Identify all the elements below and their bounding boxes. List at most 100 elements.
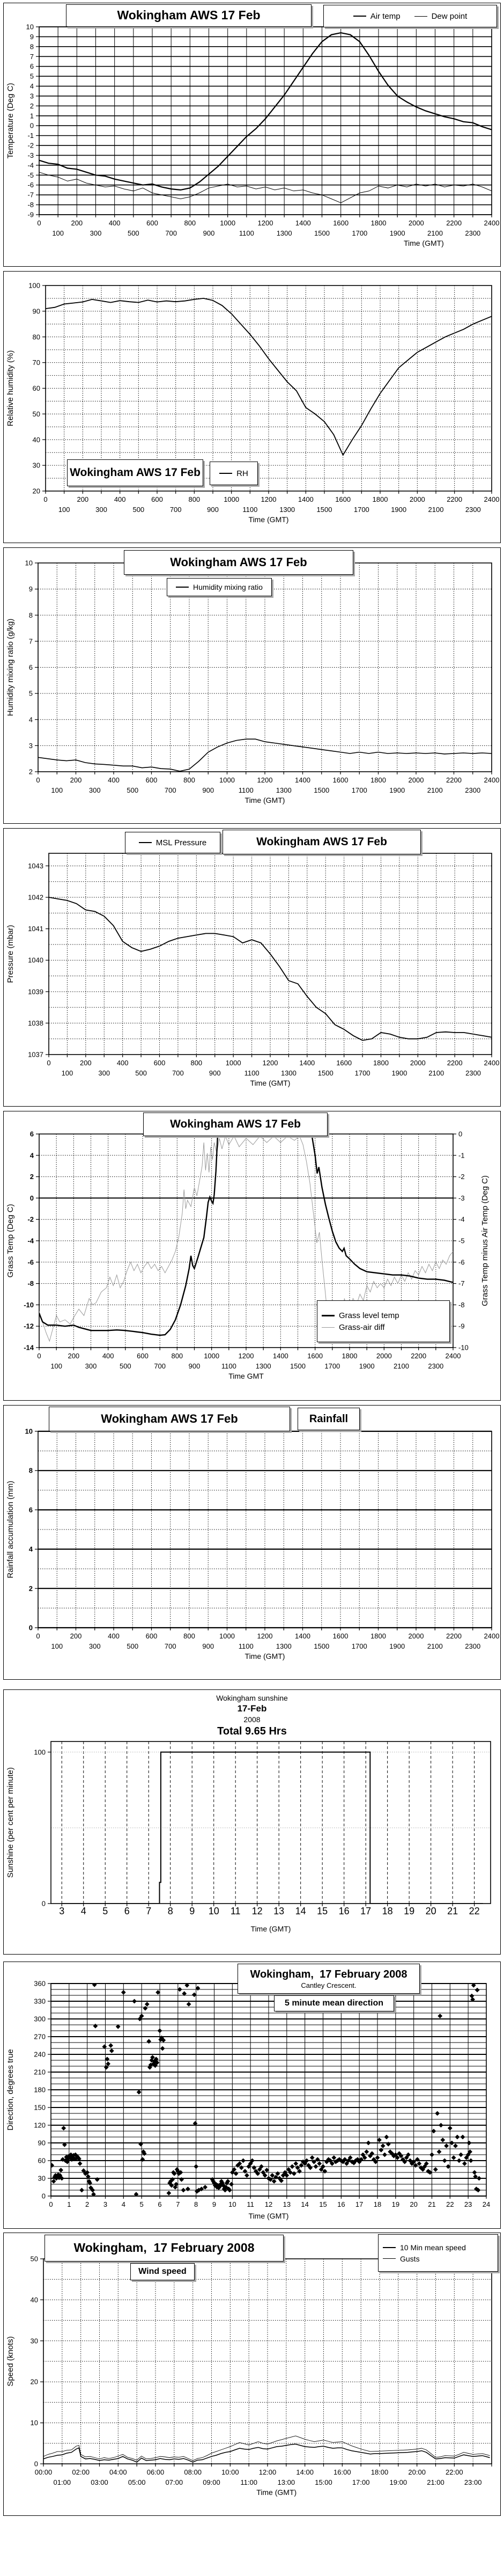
svg-text:1200: 1200 (258, 219, 273, 227)
svg-text:1100: 1100 (239, 1642, 254, 1650)
svg-text:2400: 2400 (484, 1059, 500, 1067)
svg-text:8: 8 (30, 42, 34, 50)
y-axis-title: Direction, degrees true (6, 2049, 15, 2131)
svg-text:13:00: 13:00 (278, 2478, 295, 2486)
svg-text:-6: -6 (27, 181, 34, 189)
svg-text:0: 0 (29, 1624, 33, 1632)
svg-text:10: 10 (31, 2419, 38, 2427)
svg-text:6: 6 (29, 1506, 33, 1514)
svg-text:1300: 1300 (256, 1362, 271, 1370)
plot-frame (50, 1741, 491, 1904)
svg-text:800: 800 (190, 1059, 202, 1067)
svg-text:0: 0 (458, 1130, 462, 1138)
svg-text:1000: 1000 (204, 1352, 219, 1360)
svg-text:20: 20 (33, 487, 40, 495)
title-text: Wokingham, 17 February 2008 (250, 1968, 407, 1980)
svg-text:2: 2 (85, 2200, 89, 2208)
y2-axis-title: Grass Temp minus Air Temp (Deg C) (480, 1175, 490, 1306)
svg-text:1000: 1000 (219, 1632, 235, 1640)
svg-text:00:00: 00:00 (35, 2468, 53, 2476)
svg-text:6: 6 (30, 1130, 34, 1138)
svg-text:50: 50 (33, 410, 40, 418)
y-axis-tick-labels: 0 2 4 6 8 10 (25, 1428, 38, 1632)
title-text: Wokingham AWS 17 Feb (117, 8, 261, 23)
svg-text:1200: 1200 (239, 1352, 254, 1360)
svg-text:1200: 1200 (261, 495, 277, 503)
svg-text:3: 3 (29, 742, 33, 750)
chart-panel-humidity-mixing-ratio: 2 3 4 5 6 7 8 9 10 0 100 200 300 400 500 600 700 800 900 10… (3, 547, 501, 824)
svg-text:1300: 1300 (276, 786, 292, 794)
svg-text:150: 150 (34, 2104, 46, 2112)
wind-speed-figure: 0 10 20 30 40 50 00:0001:0002:0003:0004:0005:0… (6, 2255, 492, 2497)
svg-text:2200: 2200 (446, 1632, 462, 1640)
title-text: 5 minute mean direction (284, 1998, 384, 2008)
series-group (49, 897, 492, 1041)
svg-text:2400: 2400 (484, 219, 500, 227)
svg-text:-8: -8 (27, 201, 34, 209)
svg-text:1900: 1900 (391, 1069, 407, 1077)
svg-text:1900: 1900 (390, 229, 405, 237)
y-axis-title: Temperature (Deg C) (6, 83, 15, 159)
svg-text:-6: -6 (458, 1258, 465, 1266)
y-axis-title: Grass Temp (Deg C) (6, 1204, 15, 1277)
svg-text:02:00: 02:00 (72, 2468, 90, 2476)
svg-text:500: 500 (135, 1069, 147, 1077)
svg-text:-1: -1 (458, 1151, 465, 1159)
svg-text:1200: 1200 (257, 1632, 273, 1640)
x-axis-tick-labels: 0 1 2 3 4 5 6 7 8 9 10 11 12 13 14 15 16 17 18 19 20 21 22 23 24 (49, 2196, 490, 2208)
svg-text:2: 2 (29, 1584, 33, 1592)
svg-text:07:00: 07:00 (166, 2478, 183, 2486)
svg-text:900: 900 (209, 1069, 221, 1077)
svg-text:20: 20 (410, 2200, 417, 2208)
svg-text:23:00: 23:00 (464, 2478, 482, 2486)
svg-text:22: 22 (469, 1906, 480, 1916)
svg-text:-9: -9 (27, 211, 34, 219)
svg-text:-8: -8 (458, 1301, 465, 1309)
chart-panel-air-temp-dew-point: -9 -8 -7 -6 -5 -4 -3 -2 -1 0 1 2 3 4 5 6 7 8 9 10 0 100 200 300… (3, 3, 501, 267)
svg-text:10: 10 (26, 23, 34, 31)
legend-label: Grass level temp (339, 1311, 399, 1320)
svg-text:200: 200 (70, 1632, 82, 1640)
svg-text:400: 400 (114, 495, 126, 503)
svg-text:2200: 2200 (446, 776, 462, 784)
svg-text:-3: -3 (458, 1194, 465, 1202)
svg-text:1400: 1400 (299, 1059, 315, 1067)
svg-text:360: 360 (34, 1980, 46, 1988)
svg-text:1400: 1400 (295, 219, 311, 227)
svg-text:1038: 1038 (28, 1019, 43, 1027)
x-axis-title: Time GMT (228, 1372, 264, 1380)
legend-label: 10 Min mean speed (400, 2243, 466, 2252)
svg-text:1700: 1700 (352, 1642, 367, 1650)
svg-text:-3: -3 (27, 151, 34, 159)
sunshine-figure: 0 100 3 4 5 6 7 8 9 10 11 12 13 14 15 16 17 18 19 20 21 22 Tim… (6, 1741, 491, 1933)
svg-text:2000: 2000 (409, 219, 424, 227)
air-temp-dew-point-figure: -9-8-7-6-5-4-3-2-10123456789100100200300… (6, 23, 500, 248)
svg-text:21: 21 (447, 1906, 458, 1916)
svg-text:1100: 1100 (221, 1362, 236, 1370)
series-group (62, 1751, 483, 1904)
legend-item: Air temp (353, 12, 401, 21)
svg-text:14: 14 (301, 2200, 308, 2208)
svg-text:19:00: 19:00 (390, 2478, 407, 2486)
x-axis-tick-labels: 0 100 200 300 400 500 600 700 800 900 100011001200… (47, 1055, 499, 1077)
legend-label: MSL Pressure (155, 838, 207, 847)
svg-text:30: 30 (33, 462, 40, 470)
svg-text:20: 20 (426, 1906, 436, 1916)
svg-text:0: 0 (42, 2192, 46, 2200)
svg-text:180: 180 (34, 2086, 46, 2094)
svg-text:240: 240 (34, 2051, 46, 2059)
svg-text:9: 9 (29, 585, 33, 593)
svg-text:-2: -2 (458, 1173, 465, 1181)
svg-text:-4: -4 (27, 161, 34, 169)
svg-text:2: 2 (29, 768, 33, 776)
svg-text:5: 5 (30, 72, 34, 80)
gridlines (51, 1741, 491, 1904)
svg-text:2100: 2100 (427, 229, 443, 237)
svg-text:1300: 1300 (277, 229, 292, 237)
title-text: Rainfall (309, 1413, 349, 1425)
svg-text:12: 12 (265, 2200, 272, 2208)
svg-text:400: 400 (102, 1352, 114, 1360)
svg-text:17: 17 (355, 2200, 363, 2208)
